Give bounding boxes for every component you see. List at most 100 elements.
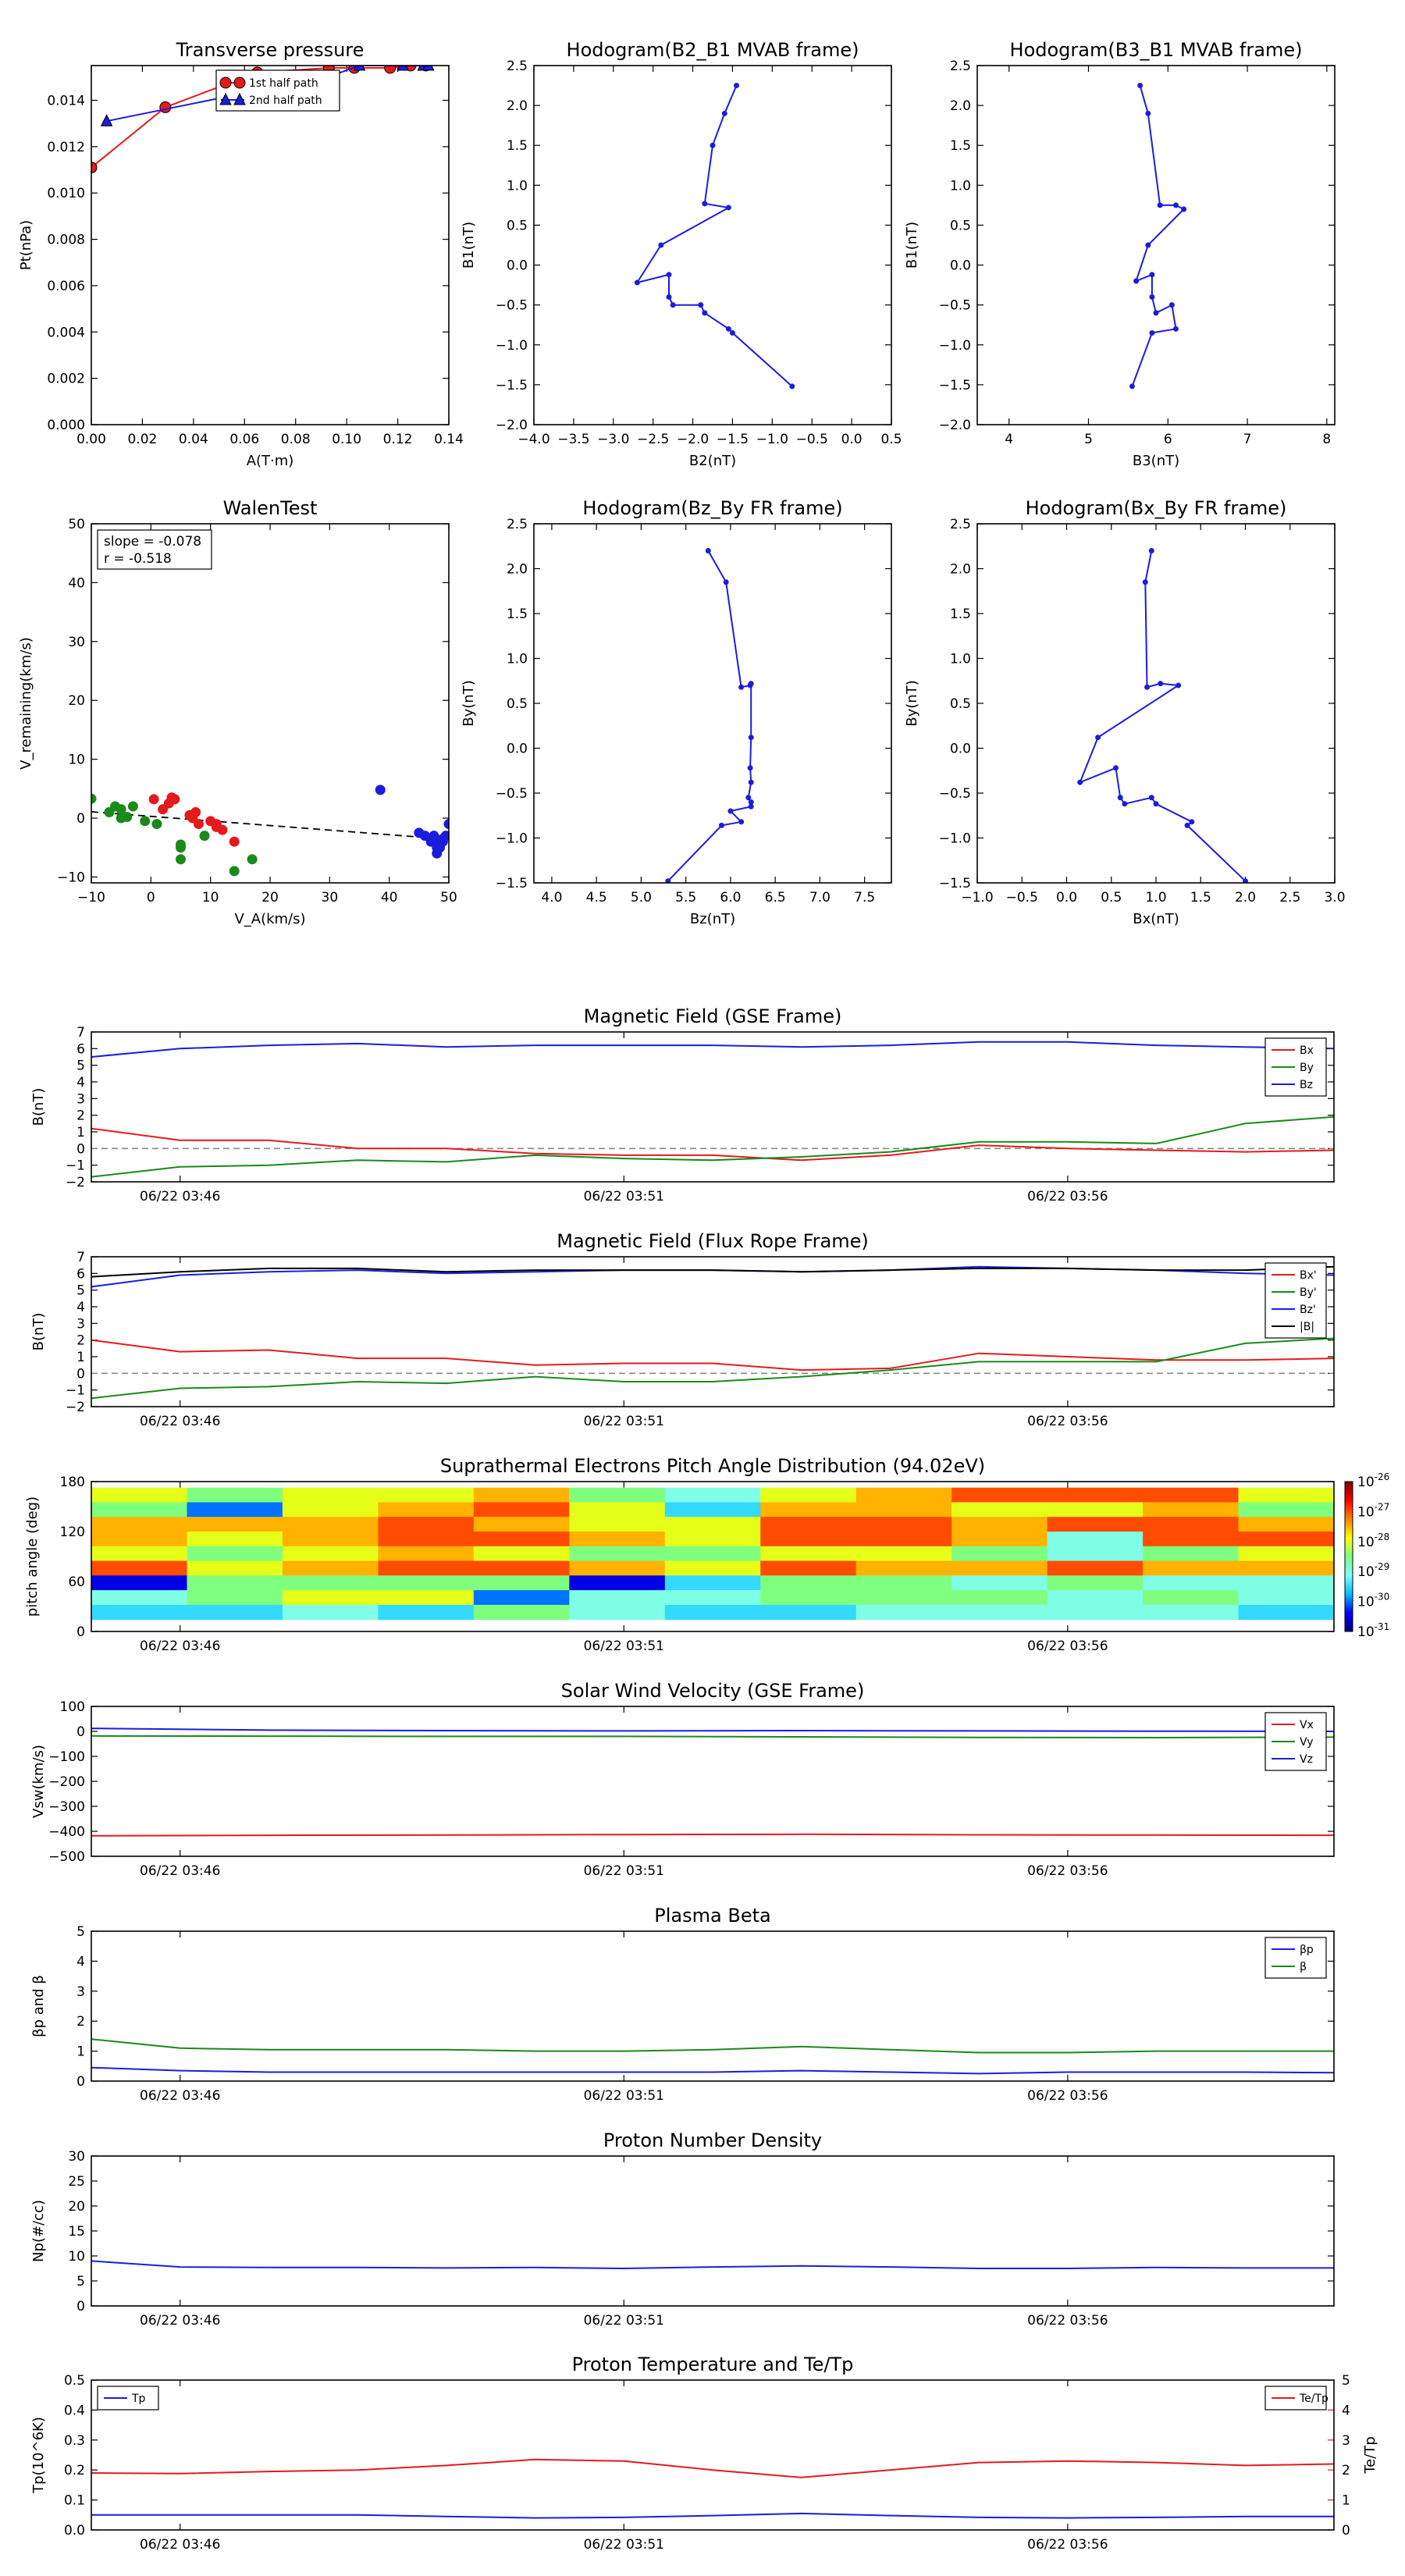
y-axis-label: pitch angle (deg) [24, 1496, 41, 1617]
y-tick-label: 1.0 [950, 652, 971, 667]
heatmap-cell [951, 1502, 1048, 1517]
y-tick-label: 30 [68, 635, 85, 650]
heatmap-cell [1238, 1487, 1335, 1503]
y-tick-label: 0 [76, 2299, 85, 2314]
data-point [229, 866, 240, 877]
x-tick-label: 06/22 03:56 [1027, 1863, 1108, 1879]
data-point [698, 302, 704, 308]
y-tick-label: −1.5 [496, 378, 528, 393]
y-tick-label: 0 [76, 811, 85, 827]
data-point [725, 326, 731, 332]
heatmap-cell [664, 1604, 761, 1621]
heatmap-cell [664, 1546, 761, 1562]
y-tick-label: 2 [76, 2014, 85, 2030]
data-point [789, 383, 795, 390]
y-tick-label: 5 [76, 1924, 85, 1940]
heatmap-cell [1047, 1560, 1144, 1576]
data-point [1189, 819, 1195, 825]
heatmap-cell [187, 1517, 283, 1532]
x-tick-label: 0.04 [179, 432, 208, 447]
y2-tick-label: 2 [1342, 2463, 1350, 2478]
data-point [702, 310, 708, 316]
data-point [1243, 878, 1248, 883]
x-tick-label: −10 [77, 890, 105, 906]
y-tick-label: 0 [76, 1141, 85, 1157]
data-point [122, 812, 133, 823]
series-line [91, 2066, 1334, 2075]
data-point [634, 279, 640, 286]
x-tick-label: 0.12 [383, 432, 413, 447]
series-line [91, 1339, 1334, 1372]
y-axis-label: Np(#/cc) [30, 2200, 47, 2262]
heatmap-cell [282, 1517, 379, 1532]
annotation-text: slope = -0.078 [104, 534, 201, 550]
y-tick-label: 0 [76, 1366, 85, 1382]
x-axis-label: B3(nT) [1133, 453, 1179, 469]
colorbar-tick-label: 10-28 [1357, 1532, 1389, 1550]
y-tick-label: −300 [48, 1799, 85, 1815]
heatmap-cell [378, 1575, 475, 1591]
heatmap-cell [187, 1487, 283, 1503]
y-tick-label: −1.5 [939, 876, 971, 891]
heatmap-cell [1143, 1575, 1240, 1591]
heatmap-cell [760, 1560, 857, 1576]
y-tick-label: −1.0 [939, 831, 971, 847]
x-tick-label: −2.0 [677, 432, 709, 447]
heatmap-cell [91, 1590, 187, 1606]
y-tick-label: 0.5 [507, 696, 528, 712]
y-tick-label: −1.5 [496, 876, 528, 891]
x-tick-label: 6.5 [765, 890, 786, 906]
data-point [190, 807, 201, 818]
heatmap-cell [91, 1532, 187, 1547]
data-point [738, 819, 745, 825]
series-line [1131, 85, 1186, 387]
y-tick-label: −1.0 [496, 831, 528, 847]
heatmap-cell [473, 1560, 570, 1576]
plot-frame [91, 1481, 1335, 1632]
x-tick-label: −4.0 [518, 432, 550, 447]
heatmap-cell [1143, 1532, 1240, 1547]
data-point [718, 822, 724, 828]
hodogram-bx-by-panel: Hodogram(Bx_By FR frame) −1.0 −0.5 0.0 0.5 1.… [904, 497, 1346, 927]
x-axis-label: V_A(km/s) [234, 911, 305, 927]
x-tick-label: 06/22 03:56 [1027, 2313, 1108, 2329]
heatmap-cell [378, 1560, 475, 1576]
x-tick-label: 50 [440, 890, 457, 906]
data-point [734, 83, 740, 89]
x-tick-label: 06/22 03:56 [1027, 2088, 1108, 2104]
y-tick-label: −0.5 [496, 786, 528, 802]
heatmap-cell [91, 1546, 187, 1562]
y-tick-label: 6 [76, 1266, 85, 1282]
heatmap-cell [187, 1590, 283, 1606]
data-point [721, 110, 727, 116]
data-point [1148, 795, 1154, 801]
legend-label: Vx [1300, 1719, 1314, 1731]
legend-label: Tp [131, 2393, 146, 2405]
chart-title: Hodogram(B3_B1 MVAB frame) [1010, 39, 1303, 61]
y2-tick-label: 5 [1342, 2373, 1350, 2389]
data-point [723, 579, 729, 585]
proton-number-density-panel: Proton Number Density 06/22 03:46 06/22 03… [30, 2129, 1335, 2329]
x-tick-label: −3.5 [557, 432, 589, 447]
chart-title: Proton Number Density [603, 2129, 822, 2151]
y-tick-label: 0.004 [47, 325, 85, 340]
heatmap-cell [855, 1546, 952, 1562]
data-point [702, 201, 708, 207]
heatmap-cell [1047, 1502, 1144, 1517]
heatmap-cell [473, 1546, 570, 1562]
heatmap-cell [760, 1517, 857, 1532]
heatmap-cell [473, 1532, 570, 1547]
y-tick-label: 0 [76, 1624, 85, 1640]
y-axis-label: V_remaining(km/s) [18, 637, 34, 770]
heatmap-cell [569, 1517, 666, 1532]
hodogram-bz-by-panel: Hodogram(Bz_By FR frame) 4.0 4.5 5.0 5.5 6.0 6… [461, 497, 892, 927]
y-tick-label: 0.5 [950, 696, 971, 712]
heatmap-cell [569, 1560, 666, 1576]
heatmap-cell [1238, 1560, 1335, 1576]
colorbar-tick-label: 10-27 [1357, 1501, 1389, 1520]
data-point [127, 801, 138, 812]
y-tick-label: 2.0 [950, 562, 971, 578]
data-point [1149, 272, 1155, 278]
walen-test-panel: WalenTest −10 0 10 20 30 40 50 −10 0 10 20 30 40 50 V_A… [18, 497, 457, 927]
y-tick-label: 2.5 [507, 59, 528, 74]
